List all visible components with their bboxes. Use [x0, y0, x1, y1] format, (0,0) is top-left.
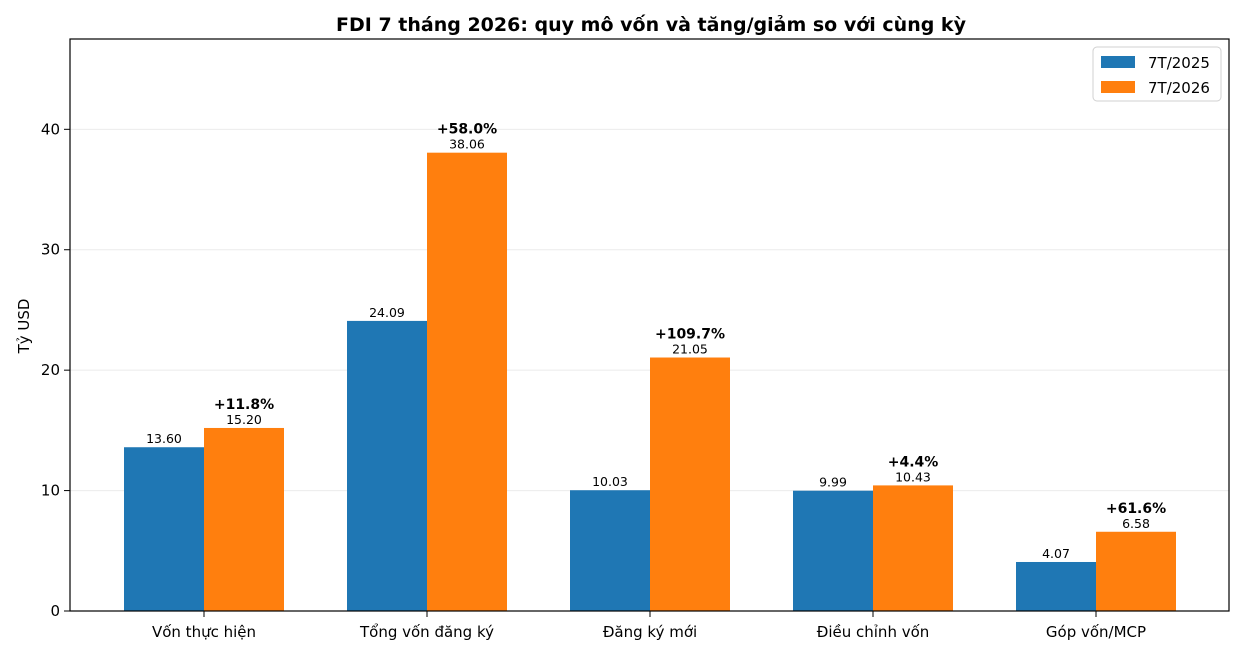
y-tick-label: 0 — [50, 602, 60, 620]
bar-series1 — [347, 320, 427, 611]
legend: 7T/2025 7T/2026 — [1092, 46, 1222, 102]
x-tick-label: Góp vốn/MCP — [1046, 623, 1146, 641]
y-tick-label: 40 — [41, 120, 60, 138]
bar-series1 — [570, 490, 650, 611]
change-percent-label: +11.8% — [214, 397, 274, 413]
change-percent-label: +109.7% — [655, 327, 725, 343]
x-tick-label: Điều chỉnh vốn — [817, 623, 930, 641]
bar-series2 — [650, 357, 730, 611]
bar-value-label: 6.58 — [1122, 516, 1150, 531]
bar-series2 — [1096, 531, 1176, 611]
change-percent-label: +4.4% — [888, 454, 939, 470]
chart-title: FDI 7 tháng 2026: quy mô vốn và tăng/giả… — [336, 13, 967, 36]
x-tick-label: Tổng vốn đăng ký — [359, 623, 494, 641]
bar-value-label: 10.43 — [895, 469, 931, 484]
legend-label: 7T/2025 — [1148, 54, 1210, 72]
y-tick-label: 30 — [41, 241, 60, 259]
bars-group — [124, 152, 1176, 611]
change-percent-label: +58.0% — [437, 122, 497, 138]
bar-series1 — [793, 490, 873, 611]
bar-series2 — [873, 485, 953, 611]
x-tick-label: Đăng ký mới — [603, 623, 697, 641]
bar-value-label: 13.60 — [146, 431, 182, 446]
bar-value-label: 24.09 — [369, 305, 405, 320]
legend-swatch — [1101, 81, 1135, 93]
bar-value-label: 10.03 — [592, 474, 628, 489]
bar-value-label: 38.06 — [449, 137, 485, 152]
legend-label: 7T/2026 — [1148, 79, 1210, 97]
bar-series2 — [204, 427, 284, 611]
bar-series1 — [1016, 561, 1096, 611]
y-tick-label: 20 — [41, 361, 60, 379]
bar-series1 — [124, 447, 204, 611]
plot-frame — [69, 38, 1230, 612]
bar-value-label: 9.99 — [819, 475, 847, 490]
bar-value-label: 4.07 — [1042, 546, 1070, 561]
x-tick-label: Vốn thực hiện — [152, 623, 256, 641]
axes-group: 0 10 20 30 40 Vốn thực hiện Tổng vốn đăng ký Đă… — [41, 38, 1230, 641]
change-percent-label: +61.6% — [1106, 501, 1166, 517]
legend-swatch — [1101, 56, 1135, 68]
value-labels-group: 13.60 15.20+11.8% 24.09 38.06+58.0% 10.03 21.… — [146, 122, 1166, 561]
bar-value-label: 21.05 — [672, 342, 708, 357]
y-tick-label: 10 — [41, 482, 60, 500]
bar-value-label: 15.20 — [226, 412, 262, 427]
bar-series2 — [427, 152, 507, 611]
y-axis-label: Tỷ USD — [15, 299, 33, 355]
